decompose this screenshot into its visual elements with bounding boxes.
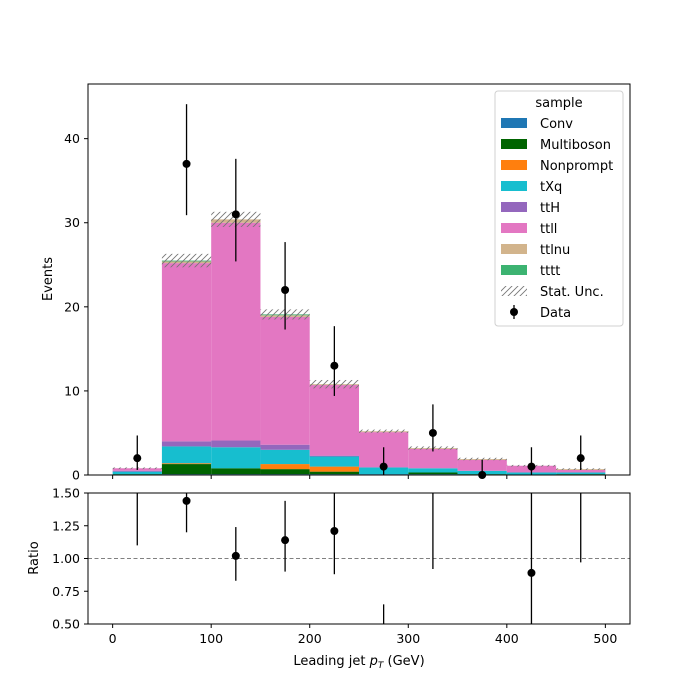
bar-ttll	[161, 263, 212, 442]
ratio-point	[231, 551, 240, 560]
data-point	[576, 454, 585, 463]
ratio-point	[527, 568, 536, 577]
bar-ttll	[309, 385, 359, 456]
x-axis-label: Leading jet pT (GeV)	[293, 654, 424, 671]
data-point	[182, 159, 191, 168]
legend-label: ttll	[540, 222, 557, 237]
bar-ttll	[408, 448, 458, 469]
bar-tth	[161, 441, 212, 447]
bar-nonprompt	[161, 463, 212, 465]
bar-txq	[161, 446, 212, 464]
data-point	[330, 361, 339, 370]
legend-swatch-stat-unc	[501, 286, 527, 296]
bar-multiboson	[309, 471, 359, 475]
data-point	[428, 428, 437, 437]
legend-label: Nonprompt	[540, 159, 613, 174]
ratio-point	[330, 526, 339, 535]
legend-swatch-multiboson	[501, 139, 527, 149]
ratio-y-tick-label: 0.50	[52, 617, 80, 632]
bar-txq	[556, 472, 606, 475]
ratio-y-axis-label: Ratio	[27, 541, 42, 574]
y-tick-label: 0	[72, 468, 80, 483]
bar-multiboson	[260, 469, 310, 475]
ratio-panel: 0.500.751.001.251.500 100 200 300 400 500	[52, 358, 631, 646]
legend: sample Conv Multiboson Nonprompt tXq ttH ttll t…	[494, 90, 624, 327]
ratio-point	[429, 476, 437, 484]
legend-label: Data	[540, 306, 571, 321]
legend-swatch-conv	[501, 118, 527, 128]
bar-multiboson	[211, 468, 261, 475]
legend-label: ttH	[540, 201, 560, 216]
data-point	[231, 210, 240, 219]
legend-label: Multiboson	[540, 138, 611, 153]
main-axes-frame	[87, 83, 631, 476]
bar-txq	[260, 449, 310, 465]
y-tick-label: 20	[64, 299, 80, 314]
legend-title: sample	[535, 96, 582, 111]
stat-unc-hatch	[457, 457, 507, 461]
legend-swatch-nonprompt	[501, 160, 527, 170]
bar-tth	[211, 440, 261, 448]
bar-nonprompt	[260, 464, 310, 470]
bar-nonprompt	[309, 466, 359, 472]
bar-tth	[112, 470, 162, 472]
ratio-y-tick-label: 1.50	[52, 486, 80, 501]
data-point	[379, 462, 388, 471]
ratio-point	[133, 358, 141, 366]
bar-txq	[309, 456, 359, 467]
ratio-point	[182, 496, 191, 505]
series-tth	[112, 440, 359, 472]
legend-swatch-ttll	[501, 223, 527, 233]
legend-label: Conv	[540, 117, 573, 132]
data-points	[133, 104, 585, 479]
legend-label: tttt	[540, 264, 560, 279]
x-tick-label: 200	[298, 631, 322, 646]
legend-data-marker	[510, 308, 518, 316]
y-axis-label: Events	[41, 257, 56, 301]
ratio-y-tick-label: 1.00	[52, 551, 80, 566]
legend-swatch-ttlnu	[501, 244, 527, 254]
x-tick-label: 300	[396, 631, 420, 646]
ratio-y-tick-label: 0.75	[52, 584, 80, 599]
bar-tth	[260, 444, 310, 450]
ratio-points	[133, 358, 585, 624]
legend-label: ttlnu	[540, 243, 570, 258]
bar-txq	[211, 447, 261, 469]
legend-swatch-tth	[501, 202, 527, 212]
y-tick-label: 10	[64, 383, 80, 398]
ratio-y-tick-label: 1.25	[52, 518, 80, 533]
stat-unc-hatch	[359, 429, 409, 433]
bar-multiboson	[408, 472, 458, 475]
x-tick-label: 0	[109, 631, 117, 646]
legend-label: Stat. Unc.	[540, 285, 604, 300]
bar-ttll	[260, 316, 310, 445]
y-tick-label: 40	[64, 131, 80, 146]
legend-swatch-txq	[501, 181, 527, 191]
data-point	[527, 462, 536, 471]
bar-txq	[112, 471, 162, 475]
legend-label: tXq	[540, 180, 562, 195]
data-point	[281, 286, 290, 295]
x-tick-label: 500	[593, 631, 617, 646]
series-nonprompt	[161, 463, 359, 472]
bar-multiboson	[161, 464, 212, 475]
stat-unc-hatch	[161, 253, 212, 268]
main-panel: 0 10 20 30 40	[64, 83, 631, 483]
bar-txq	[408, 468, 458, 473]
y-tick-label: 30	[64, 215, 80, 230]
x-tick-label: 400	[495, 631, 519, 646]
bar-tth	[309, 455, 359, 457]
legend-swatch-tttt	[501, 265, 527, 275]
ratio-point	[281, 536, 290, 545]
data-point	[133, 454, 142, 463]
x-tick-label: 100	[199, 631, 223, 646]
ratio-point	[577, 358, 585, 366]
bar-ttll	[556, 469, 606, 473]
